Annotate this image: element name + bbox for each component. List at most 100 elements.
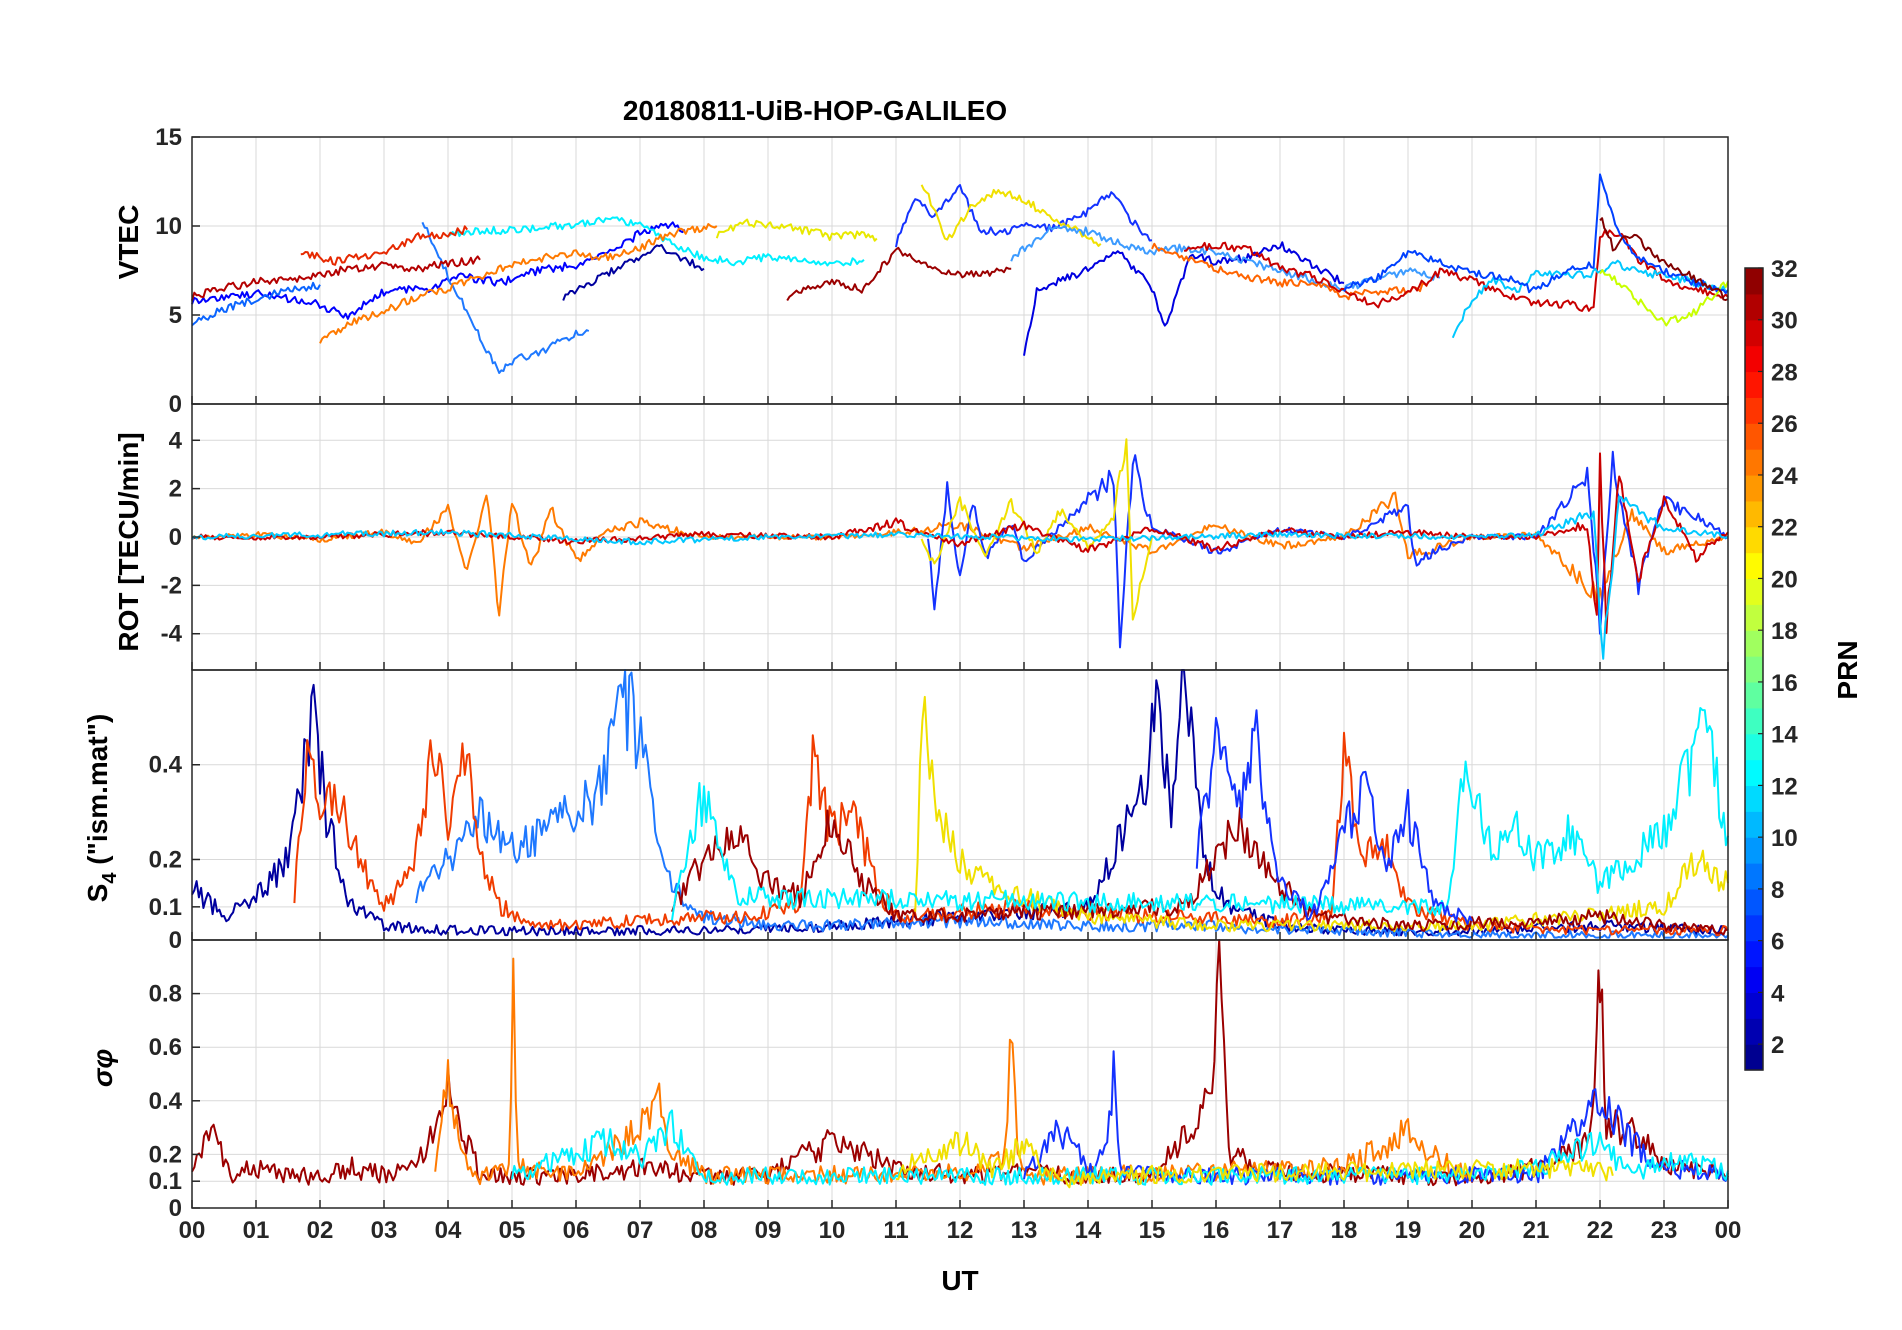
x-tick-label-0: 00	[179, 1217, 206, 1244]
colorbar-swatch-3	[1745, 992, 1763, 1019]
vtec-ytick-label-0: 0	[169, 391, 182, 418]
vtec-series-prn-4	[1023, 241, 1345, 356]
colorbar-swatch-4	[1745, 966, 1763, 993]
sigma-phi-ytick-label-1: 0.1	[149, 1168, 182, 1195]
vtec-ytick-label-1: 5	[169, 302, 182, 329]
rot-ytick-label-2: 0	[169, 524, 182, 551]
s4-grid	[192, 670, 1728, 941]
sigma-phi-ytick-label-0: 0	[169, 1195, 182, 1222]
vtec-series-prn-30	[191, 255, 481, 301]
vtec-series-prn-25	[1151, 242, 1428, 301]
sigma-phi-ytick-label-5: 0.8	[149, 981, 182, 1008]
s4-series	[191, 669, 1729, 939]
sigma-phi-y-ticks: 00.10.2 0.4 0.6 0.8	[149, 981, 1729, 1222]
colorbar-swatch-12	[1745, 759, 1763, 787]
colorbar-tick-label-22: 22	[1771, 515, 1798, 542]
x-tick-label-20: 20	[1459, 1217, 1486, 1244]
x-tick-label-23: 23	[1651, 1217, 1678, 1244]
s4-ytick-label-3: 0.4	[149, 752, 183, 779]
x-tick-label-7: 07	[627, 1217, 654, 1244]
colorbar-swatch-6	[1745, 914, 1763, 942]
colorbar-swatch-29	[1745, 319, 1763, 347]
x-tick-label-19: 19	[1395, 1217, 1422, 1244]
vtec-series-prn-32	[1599, 217, 1729, 301]
colorbar-tick-label-2: 2	[1771, 1032, 1784, 1059]
colorbar-tick-label-16: 16	[1771, 670, 1798, 697]
x-tick-label-16: 16	[1203, 1217, 1230, 1244]
colorbar-swatch-21	[1745, 526, 1763, 554]
colorbar-frame	[1744, 267, 1764, 1071]
sigma-phi-series	[191, 939, 1729, 1189]
s4-y-label-main: S	[82, 884, 113, 903]
sigma-phi-ytick-label-3: 0.4	[149, 1088, 183, 1115]
colorbar-swatch-11	[1745, 785, 1763, 812]
vtec-ytick-label-2: 10	[155, 213, 182, 240]
vtec-series-prn-7	[191, 281, 321, 327]
colorbar-tick-label-10: 10	[1771, 825, 1798, 852]
x-tick-label-22: 22	[1587, 1217, 1614, 1244]
x-tick-label-5: 05	[499, 1217, 526, 1244]
colorbar-tick-label-6: 6	[1771, 929, 1784, 956]
vtec-series	[191, 173, 1729, 374]
colorbar-swatch-10	[1745, 811, 1763, 838]
colorbar-swatch-22	[1745, 500, 1763, 528]
colorbar-tick-label-26: 26	[1771, 411, 1798, 438]
colorbar-swatch-23	[1745, 474, 1763, 502]
vtec-series-prn-13	[447, 216, 865, 267]
vtec-series-prn-19	[1599, 269, 1729, 327]
sigma-phi-series-prn-5	[1023, 1050, 1729, 1186]
x-tick-label-17: 17	[1267, 1217, 1294, 1244]
colorbar-swatch-5	[1745, 940, 1763, 968]
x-tick-label-14: 14	[1075, 1217, 1102, 1244]
sigma-phi-series-prn-20	[895, 1131, 1614, 1189]
colorbar-tick-label-4: 4	[1771, 980, 1785, 1007]
colorbar-swatch-14	[1745, 707, 1763, 735]
colorbar-label: PRN	[1832, 640, 1863, 699]
colorbar-tick-label-28: 28	[1771, 359, 1798, 386]
sigma-phi-y-label: σφ	[87, 1049, 118, 1087]
s4-y-label-sub: 4	[99, 872, 121, 884]
s4-panel: 0 0.1 0.2 0.4 S4 ("ism.mat")	[82, 669, 1729, 954]
colorbar-tick-label-20: 20	[1771, 566, 1798, 593]
vtec-series-prn-11	[1451, 259, 1729, 339]
sigma-phi-grid	[192, 940, 1728, 1209]
colorbar-swatch-28	[1745, 345, 1763, 373]
x-tick-labels: 00 01 02 03 04 05 06 07 08 09 10 11 12 13 14 15 16 17 18 19…	[179, 1217, 1742, 1244]
x-tick-label-4: 04	[435, 1217, 462, 1244]
colorbar-swatch-27	[1745, 371, 1763, 398]
s4-y-ticks: 0 0.1 0.2 0.4	[149, 752, 1729, 954]
x-tick-label-13: 13	[1011, 1217, 1038, 1244]
vtec-series-prn-2	[562, 244, 705, 301]
rot-y-ticks: -4 -2 0 2 4	[161, 427, 1729, 670]
sigma-phi-panel: 00.10.2 0.4 0.6 0.8 σφ	[87, 939, 1729, 1222]
s4-series-prn-11	[671, 707, 1729, 921]
vtec-series-prn-24	[319, 223, 718, 344]
x-tick-label-12: 12	[947, 1217, 974, 1244]
vtec-series-prn-31	[786, 246, 1012, 302]
sigma-phi-ytick-label-2: 0.2	[149, 1141, 182, 1168]
colorbar-swatch-1	[1745, 1044, 1763, 1071]
vtec-y-label: VTEC	[113, 205, 144, 280]
s4-ytick-label-0: 0	[169, 927, 182, 954]
s4-series-prn-31	[671, 806, 1729, 936]
vtec-series-prn-29	[1183, 229, 1729, 312]
colorbar-tick-label-8: 8	[1771, 877, 1784, 904]
colorbar-swatch-19	[1745, 578, 1763, 605]
vtec-ytick-label-3: 15	[155, 124, 182, 151]
colorbar-tick-label-30: 30	[1771, 308, 1798, 335]
colorbar-swatch-13	[1745, 733, 1763, 761]
x-tick-label-9: 09	[755, 1217, 782, 1244]
colorbar-swatch-2	[1745, 1018, 1763, 1045]
colorbar-swatch-20	[1745, 552, 1763, 580]
vtec-series-prn-3	[191, 221, 686, 320]
rot-panel: -4 -2 0 2 4 ROT [TECU/min]	[113, 403, 1729, 671]
s4-ytick-label-2: 0.2	[149, 846, 182, 873]
colorbar-tick-label-32: 32	[1771, 256, 1798, 283]
colorbar-tick-label-24: 24	[1771, 463, 1798, 490]
sigma-phi-ytick-label-4: 0.6	[149, 1034, 182, 1061]
colorbar-tick-label-12: 12	[1771, 773, 1798, 800]
rot-ytick-label-1: -2	[161, 572, 182, 599]
colorbar-swatch-9	[1745, 837, 1763, 864]
vtec-series-prn-8	[421, 221, 590, 374]
